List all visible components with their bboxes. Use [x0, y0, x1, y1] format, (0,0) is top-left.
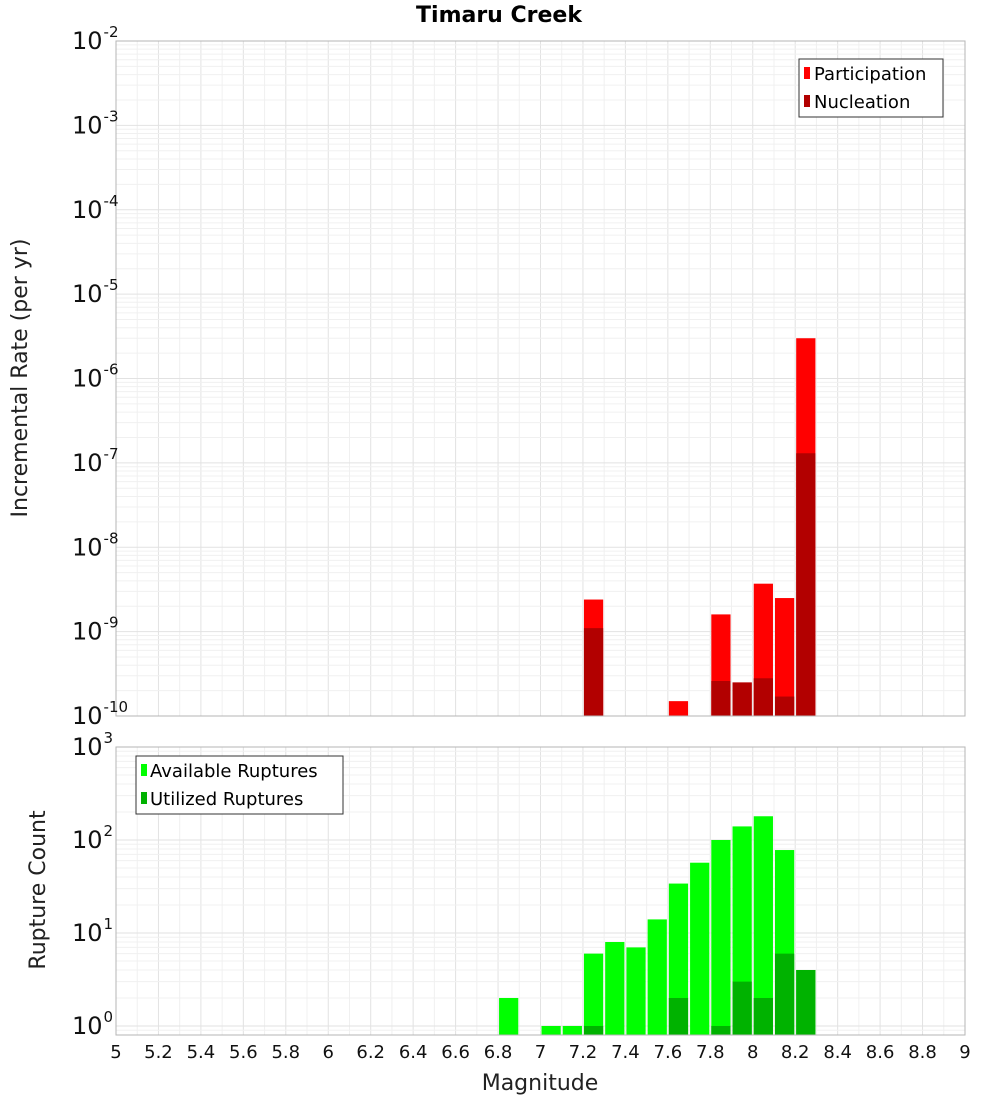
bar-available-ruptures [668, 883, 689, 1035]
bar-utilized-ruptures [753, 997, 773, 1035]
bar-available-ruptures [499, 997, 519, 1035]
bar-nucleation [774, 696, 795, 716]
x-tick-label: 8.8 [908, 1042, 937, 1063]
x-tick-label: 8.6 [866, 1042, 895, 1063]
x-tick-label: 8 [747, 1042, 758, 1063]
count-panel-y-ticks: 103 102 101 100 [72, 729, 113, 1040]
x-tick-label: 6.4 [399, 1042, 428, 1063]
bar-available-ruptures [690, 862, 710, 1035]
legend-label-participation: Participation [814, 64, 926, 85]
bar-available-ruptures [711, 839, 731, 1035]
x-tick-label: 8.2 [781, 1042, 810, 1063]
legend-swatch-available [141, 764, 147, 776]
y-tick-label: 101 [72, 915, 113, 947]
count-panel-frame [115, 746, 966, 1036]
y-tick-label: 10-5 [72, 276, 119, 308]
x-tick-label: 7.4 [611, 1042, 640, 1063]
rate-panel-bars [583, 338, 816, 716]
rate-panel: 10-2 10-3 10-4 10-5 10-6 10-7 10-8 10-9 10-10 In… [8, 23, 966, 730]
bar-utilized-ruptures [732, 981, 752, 1035]
legend-swatch-nucleation [804, 95, 810, 107]
y-tick-label: 103 [72, 729, 113, 761]
y-tick-label: 10-6 [72, 361, 119, 393]
count-legend-box [135, 755, 344, 815]
x-tick-label: 5.8 [271, 1042, 300, 1063]
legend-label-utilized: Utilized Ruptures [150, 789, 303, 810]
bar-utilized-ruptures [668, 997, 689, 1035]
x-tick-label: 7.8 [696, 1042, 725, 1063]
bar-nucleation [753, 678, 773, 716]
y-tick-label: 10-7 [72, 445, 119, 477]
bar-nucleation [796, 453, 816, 716]
x-axis-ticks: 5 5.2 5.4 5.6 5.8 6 6.2 6.4 6.6 6.8 7 7.2 7.4 7.6 7.8 8… [110, 1042, 970, 1063]
y-tick-label: 10-4 [72, 192, 119, 224]
x-tick-label: 5.6 [229, 1042, 258, 1063]
rate-panel-legend: Participation Nucleation [798, 58, 944, 118]
bar-available-ruptures [562, 1025, 582, 1035]
rate-panel-y-ticks: 10-2 10-3 10-4 10-5 10-6 10-7 10-8 10-9 10-10 [72, 23, 128, 730]
legend-label-nucleation: Nucleation [814, 92, 910, 113]
x-tick-label: 7.6 [654, 1042, 683, 1063]
x-tick-label: 6.6 [441, 1042, 470, 1063]
x-tick-label: 5.2 [144, 1042, 173, 1063]
bar-available-ruptures [647, 919, 667, 1035]
rate-legend-box [798, 58, 944, 118]
legend-label-available: Available Ruptures [150, 761, 318, 782]
x-axis-label: Magnitude [482, 1071, 599, 1096]
y-tick-label: 10-9 [72, 614, 119, 646]
bar-available-ruptures [753, 816, 773, 1035]
x-tick-label: 7.2 [569, 1042, 598, 1063]
x-tick-label: 5.4 [187, 1042, 216, 1063]
x-tick-label: 6 [323, 1042, 334, 1063]
bar-participation [774, 598, 795, 716]
legend-swatch-utilized [141, 792, 147, 804]
x-tick-label: 7 [535, 1042, 546, 1063]
bar-available-ruptures [605, 942, 625, 1035]
bar-nucleation [711, 680, 731, 716]
chart-title: Timaru Creek [416, 3, 583, 28]
count-panel-ylabel: Rupture Count [26, 810, 51, 970]
x-tick-label: 6.8 [484, 1042, 513, 1063]
bar-available-ruptures [583, 953, 604, 1035]
rate-panel-grid [115, 40, 966, 717]
bar-nucleation [732, 682, 752, 716]
y-tick-label: 10-10 [72, 698, 128, 730]
y-tick-label: 10-8 [72, 529, 119, 561]
bar-utilized-ruptures [711, 1025, 731, 1035]
legend-swatch-participation [804, 67, 810, 79]
bar-utilized-ruptures [583, 1025, 604, 1035]
count-panel-bars [499, 816, 816, 1035]
bar-utilized-ruptures [796, 969, 816, 1035]
x-tick-label: 5 [110, 1042, 121, 1063]
bar-participation [668, 701, 689, 716]
x-tick-label: 6.2 [356, 1042, 385, 1063]
y-tick-label: 100 [72, 1008, 113, 1040]
count-panel-legend: Available Ruptures Utilized Ruptures [135, 755, 344, 815]
bar-nucleation [583, 628, 604, 716]
rate-panel-ylabel: Incremental Rate (per yr) [8, 239, 33, 518]
bar-utilized-ruptures [774, 953, 795, 1035]
bar-available-ruptures [541, 1025, 561, 1035]
x-tick-label: 9 [959, 1042, 970, 1063]
bar-available-ruptures [626, 947, 646, 1035]
y-tick-label: 10-2 [72, 23, 119, 55]
y-tick-label: 102 [72, 822, 113, 854]
y-tick-label: 10-3 [72, 107, 119, 139]
rate-panel-frame [115, 40, 966, 717]
x-tick-label: 8.4 [823, 1042, 852, 1063]
count-panel: 103 102 101 100 Rupture Count Available Rup… [26, 729, 966, 1040]
